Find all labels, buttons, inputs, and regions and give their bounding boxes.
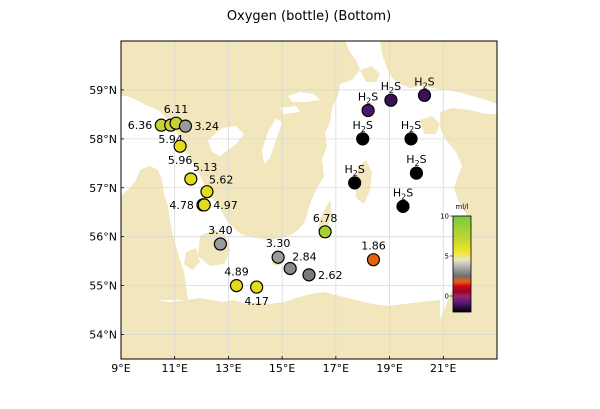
station-marker [184,172,198,186]
station-label: 6.78 [313,212,338,225]
station-label: 4.89 [224,266,249,279]
station-marker [250,280,264,294]
y-tick-label: 55°N [89,280,117,293]
lake-vattern [262,118,282,164]
station-label: H2S [344,163,364,178]
map-area [120,40,498,360]
station-label: 6.11 [164,103,189,116]
station-marker [409,166,424,180]
station-marker [417,88,432,102]
station-marker [302,268,316,282]
land-layer [121,41,497,359]
colorbar-unit: ml/l [455,203,468,211]
station-marker [213,237,227,251]
scandinavia-land [121,41,360,240]
southern-coast-land [121,292,440,359]
station-label: 1.86 [361,240,386,253]
station-label: 5.96 [168,154,193,167]
station-marker [356,132,370,146]
x-axis: 9°E 11°E 13°E 15°E 17°E 19°E 21°E [111,356,457,375]
station-marker [384,93,398,107]
x-tick-label: 13°E [215,362,241,375]
station-marker [396,199,410,213]
station-marker [200,185,214,199]
finland-land [380,41,497,104]
aland-islands [360,66,380,82]
colorbar-ticks: 10 5 0 [440,213,453,301]
station-label: H2S [358,90,378,105]
station-marker [197,198,211,212]
x-tick-label: 17°E [323,362,349,375]
station-label: 6.36 [128,119,153,132]
x-tick-label: 11°E [161,362,187,375]
station-label: 2.84 [292,250,317,263]
station-marker [178,119,193,133]
station-label: 5.62 [209,174,234,187]
funen-island [184,248,200,270]
station-label: H2S [414,75,434,90]
x-tick-label: 9°E [111,362,130,375]
station-marker [318,225,332,239]
x-tick-label: 15°E [269,362,295,375]
station-label: 3.24 [194,120,219,133]
station-marker [229,279,244,293]
station-label: 4.17 [244,295,269,308]
chart-title: Oxygen (bottle) (Bottom) [227,9,391,24]
lake-vanern [208,126,244,156]
lake-hjalmaren [280,106,300,114]
station-label: H2S [353,119,373,134]
x-tick-label: 19°E [376,362,402,375]
jutland-land [121,166,188,300]
station-label: 4.78 [169,199,194,212]
saaremaa-island [420,116,440,134]
station-label: 3.40 [208,224,233,237]
lake-malaren [288,92,320,102]
y-tick-label: 59°N [89,84,117,97]
station-label: 2.62 [318,269,343,282]
colorbar-ramp [452,215,472,313]
y-axis: 54°N 55°N 56°N 57°N 58°N 59°N [89,84,124,342]
station-marker [361,103,375,118]
stations-layer: 6.365.946.113.245.965.135.624.78 4.973.40… [128,75,435,308]
station-marker [348,176,362,190]
station-marker [173,139,187,153]
station-label: H2S [401,119,421,134]
map-frame [120,40,498,360]
station-marker [283,261,297,276]
station-marker [366,253,381,267]
colorbar-tick-label: 0 [445,293,449,301]
y-tick-label: 57°N [89,182,117,195]
colorbar: ml/l 10 5 0 [440,203,472,313]
y-tick-label: 54°N [89,329,117,342]
station-label: H2S [393,186,413,201]
station-marker [404,132,418,146]
y-tick-label: 56°N [89,231,117,244]
y-tick-label: 58°N [89,133,117,146]
lakes-layer [208,92,320,164]
station-label: 5.13 [193,161,218,174]
station-label: 4.97 [213,199,238,212]
station-label: 3.30 [266,237,291,250]
station-label: H2S [406,153,426,168]
colorbar-tick-label: 5 [445,253,449,261]
station-marker [271,250,285,264]
gotland-island [356,160,372,204]
station-label: H2S [381,80,401,95]
colorbar-tick-label: 10 [440,213,449,221]
x-tick-label: 21°E [430,362,456,375]
